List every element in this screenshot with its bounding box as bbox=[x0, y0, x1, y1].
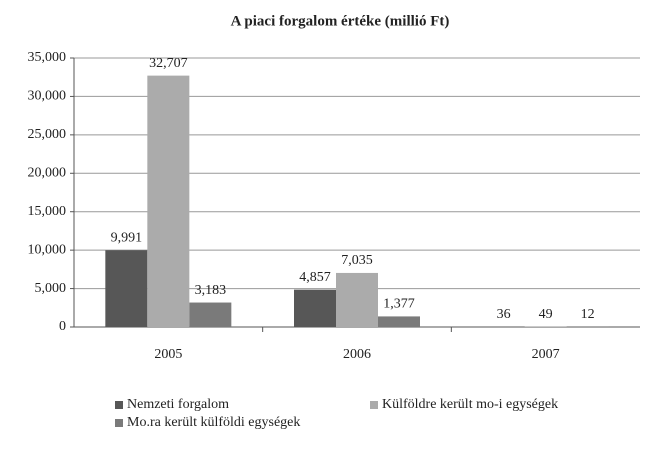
bar bbox=[147, 75, 190, 327]
value-label: 49 bbox=[539, 307, 553, 322]
bar bbox=[105, 250, 148, 327]
x-tick-label: 2007 bbox=[532, 347, 560, 362]
y-tick-label: 15,000 bbox=[28, 204, 67, 219]
legend-swatch bbox=[115, 419, 123, 427]
legend-swatch bbox=[370, 401, 378, 409]
value-label: 1,377 bbox=[383, 297, 415, 312]
y-tick-label: 30,000 bbox=[28, 89, 67, 104]
y-tick-label: 10,000 bbox=[28, 242, 67, 257]
value-label: 3,183 bbox=[195, 283, 227, 298]
bar bbox=[336, 272, 378, 327]
value-label: 4,857 bbox=[299, 270, 331, 285]
y-tick-label: 25,000 bbox=[28, 127, 67, 142]
value-label: 9,991 bbox=[111, 230, 143, 245]
y-tick-label: 20,000 bbox=[28, 166, 67, 181]
legend-label: Mo.ra került külföldi egységek bbox=[127, 415, 300, 430]
y-tick-label: 5,000 bbox=[35, 281, 67, 296]
legend-label: Nemzeti forgalom bbox=[127, 397, 229, 412]
value-label: 36 bbox=[497, 307, 511, 322]
y-tick-label: 35,000 bbox=[28, 50, 67, 65]
legend-swatch bbox=[115, 401, 123, 409]
bar bbox=[378, 316, 420, 327]
legend-label: Külföldre került mo-i egységek bbox=[382, 397, 558, 412]
value-label: 32,707 bbox=[149, 56, 188, 71]
y-tick-label: 0 bbox=[59, 319, 66, 334]
x-tick-label: 2005 bbox=[154, 347, 182, 362]
chart-title: A piaci forgalom értéke (millió Ft) bbox=[231, 13, 450, 29]
bar bbox=[294, 289, 336, 327]
bar bbox=[189, 302, 232, 327]
x-tick-label: 2006 bbox=[343, 347, 371, 362]
value-label: 12 bbox=[581, 307, 595, 322]
value-label: 7,035 bbox=[341, 253, 373, 268]
